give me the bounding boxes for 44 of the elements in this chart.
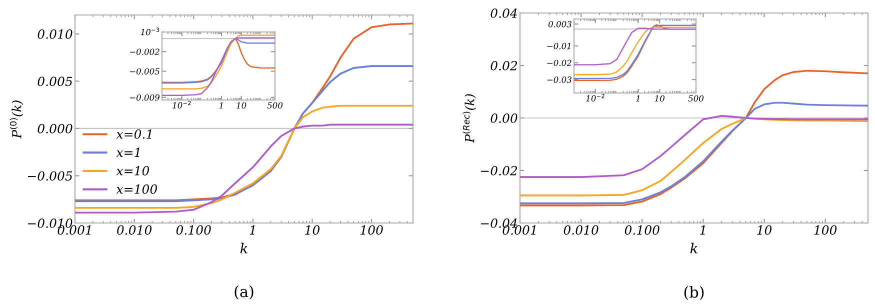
legend-label: x=1 [116,148,140,157]
x-tick-label: 500 [688,95,704,102]
legend-label: x=0.1 [116,129,152,139]
x-tick-label: 10 [305,225,320,235]
x-tick-label: 10 [757,225,772,235]
x-tick-label: 0.100 [624,225,660,235]
x-tick-label: 10 [236,102,246,109]
y-tick-label: −0.002 [130,48,160,55]
y-tick-label: 0.000 [38,124,72,134]
x-tick-label: 1 [250,225,254,235]
x-tick-label: 10$^{−2}$ [586,94,604,102]
x-tick-label: 100 [360,225,383,235]
x-tick-label: 100 [814,225,837,235]
legend-label: x=10 [116,166,150,176]
x-tick-label: 0.100 [176,225,211,235]
y-tick-label: −0.02 [547,60,572,66]
y-tick-label: −0.01 [547,42,570,50]
x-axis-title: k [690,242,698,254]
y-tick-label: 0.010 [38,29,72,39]
x-tick-label: 500 [267,102,283,109]
y-tick-label: 0.003 [548,21,572,28]
legend-label: x=100 [116,184,157,194]
x-tick-label: 1 [700,225,705,235]
x-tick-label: 1 [636,95,640,102]
y-tick-label: −0.02 [480,166,518,176]
x-tick-label: 0.010 [117,225,152,235]
y-axis-title: P$^{(Rec)}$(k) [462,94,476,143]
x-tick-label: 10 [654,95,664,102]
text: (a) [234,285,254,300]
x-axis-title: k [240,242,248,254]
y-tick-label: 0.02 [490,60,518,70]
y-axis-title: P$^{(0)}$(k) [10,100,24,138]
text: (b) [684,286,704,300]
x-tick-label: 1 [219,102,222,108]
y-tick-label: 0.00 [490,113,518,123]
y-tick-label: −0.005 [130,68,160,75]
x-tick-label: 10$^{−2}$ [172,100,191,108]
y-tick-label: −0.005 [28,171,72,181]
y-tick-label: 10$^{−3}$ [140,28,160,36]
y-tick-label: 0.005 [38,76,72,86]
x-tick-label: 0.010 [564,225,598,235]
y-tick-label: 0.04 [490,8,517,18]
y-tick-label: −0.03 [547,76,572,83]
y-tick-label: −0.009 [130,94,160,101]
